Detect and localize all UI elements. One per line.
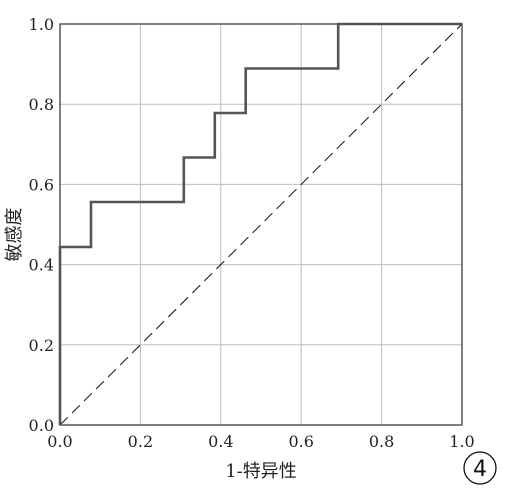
y-tick-label-1: 0.2 <box>29 336 54 355</box>
tick-labels: 0.0 0.2 0.4 0.6 0.8 1.0 0.0 0.2 0.4 0.6 0.8 1.0 <box>29 15 475 451</box>
axes <box>59 23 463 426</box>
panel-number-badge: 4 <box>463 451 497 485</box>
panel-number-label: 4 <box>473 457 487 482</box>
x-tick-label-0: 0.0 <box>47 432 72 451</box>
y-tick-label-4: 0.8 <box>29 95 54 114</box>
y-tick-label-0: 0.0 <box>29 416 54 435</box>
y-tick-label-5: 1.0 <box>29 15 54 34</box>
x-tick-label-1: 0.2 <box>128 432 153 451</box>
reference-diagonal-line <box>59 23 463 426</box>
plot-frame <box>59 23 463 426</box>
y-axis-title: 敏感度 <box>4 208 25 262</box>
y-tick-label-2: 0.4 <box>29 256 54 275</box>
series-group <box>58 22 463 426</box>
x-axis-title: 1-特异性 <box>225 461 297 482</box>
roc-curve-line <box>58 22 462 425</box>
y-tick-label-3: 0.6 <box>29 175 54 194</box>
x-tick-label-2: 0.4 <box>208 432 233 451</box>
x-tick-label-5: 1.0 <box>449 432 474 451</box>
x-tick-label-4: 0.8 <box>369 432 394 451</box>
panel-number-circle <box>463 451 497 485</box>
x-tick-label-3: 0.6 <box>288 432 313 451</box>
